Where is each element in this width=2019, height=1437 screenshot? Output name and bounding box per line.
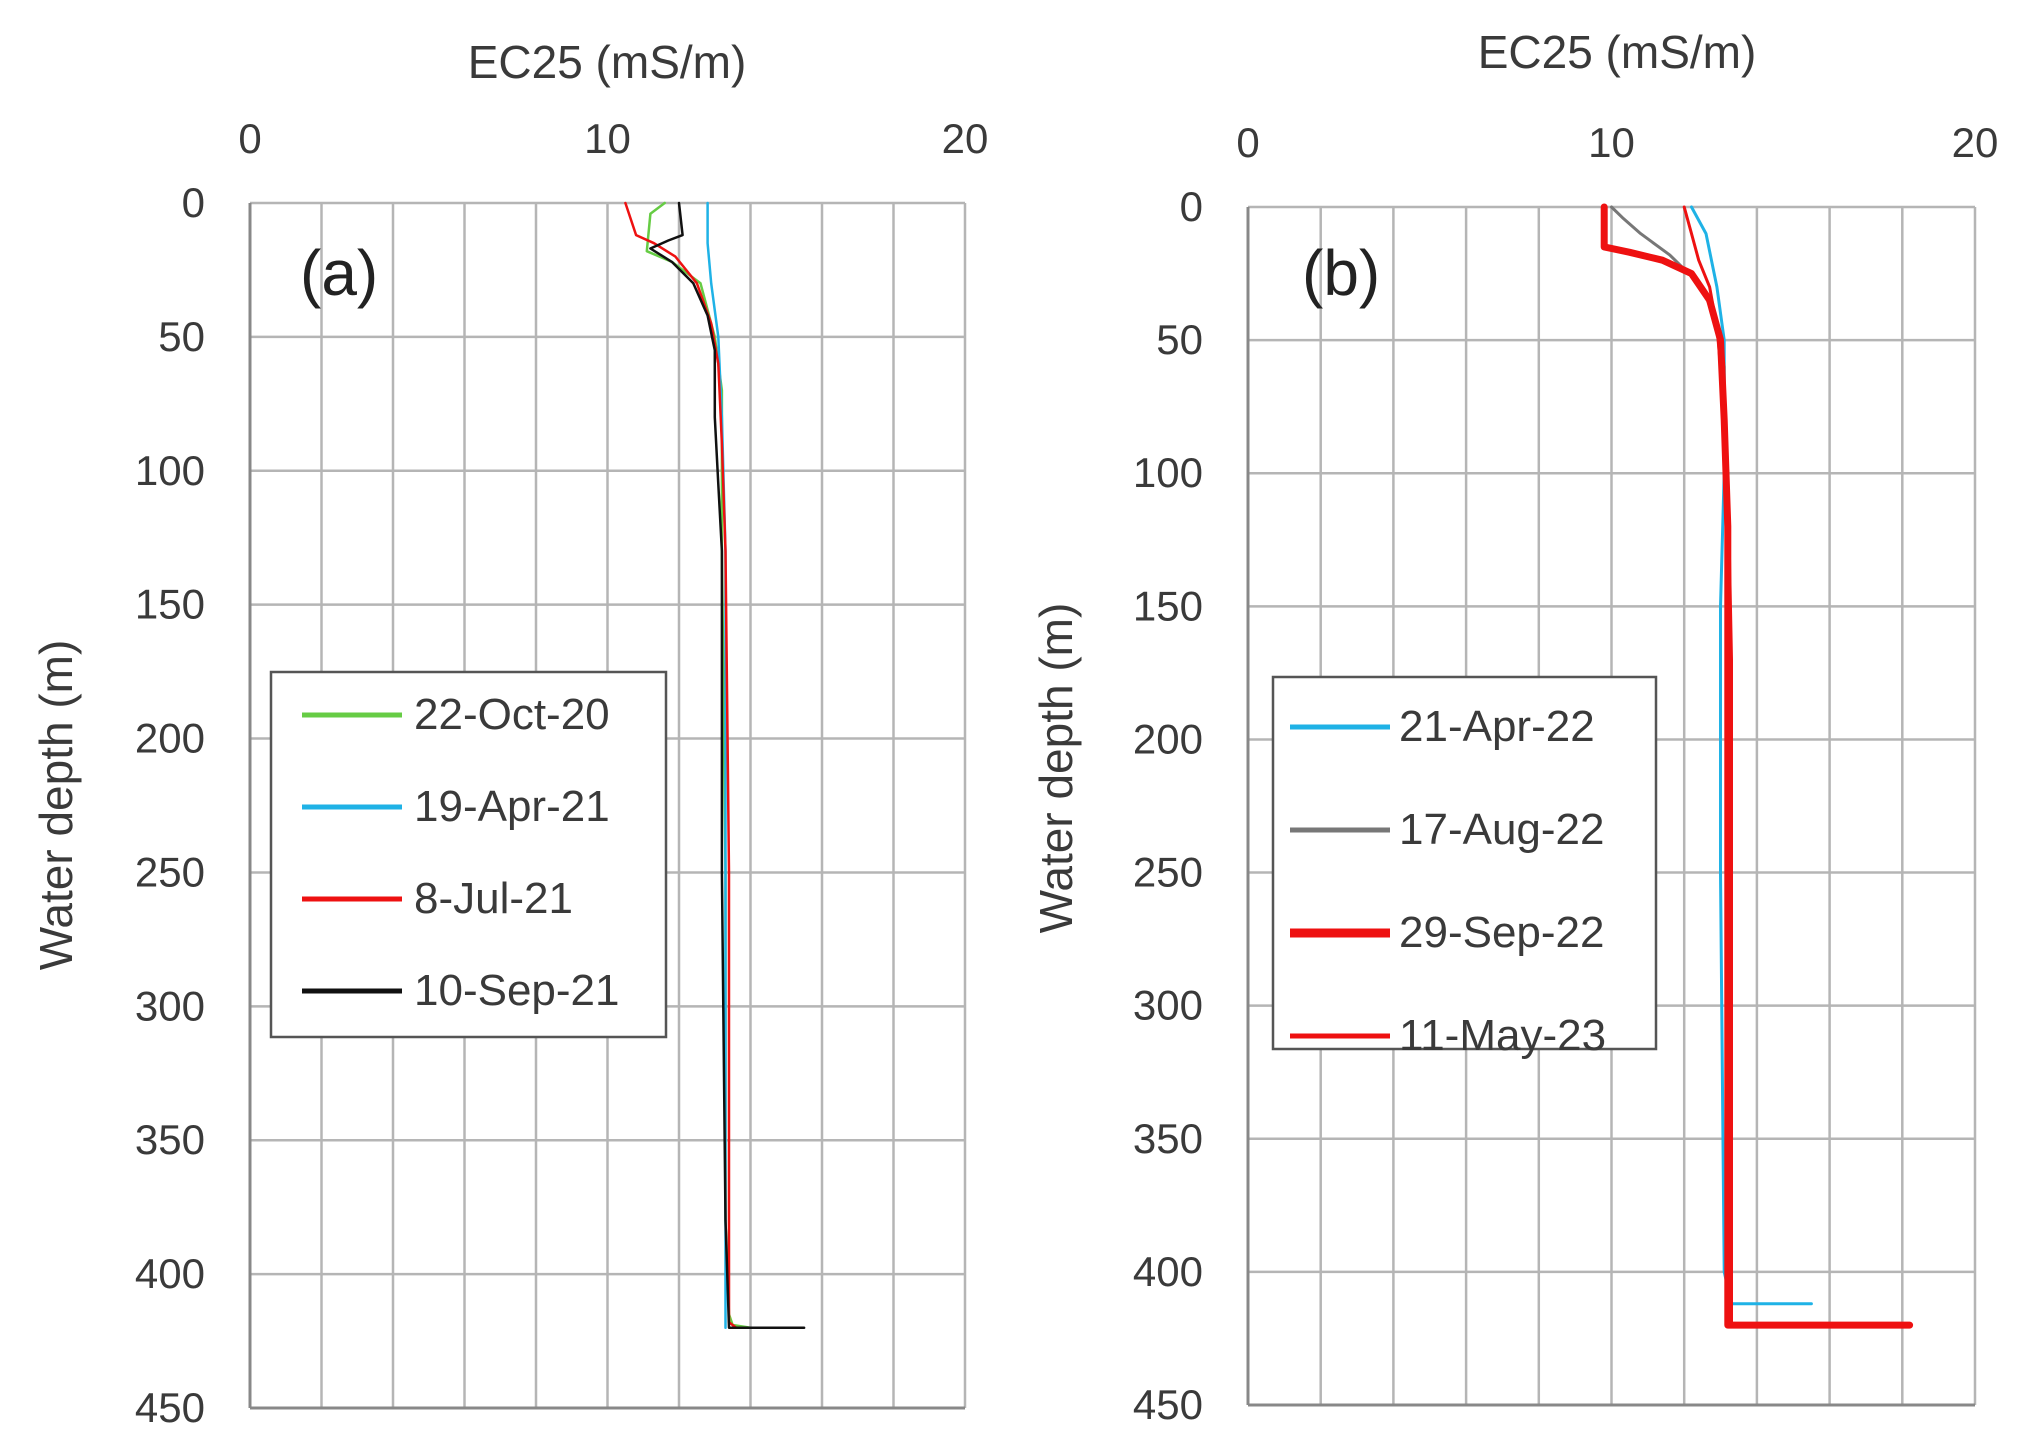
panel-label: (b) <box>1302 237 1380 309</box>
legend-entry: 29-Sep-22 <box>1399 908 1604 957</box>
y-tick-label: 0 <box>1180 183 1203 230</box>
panel-label: (a) <box>300 237 378 309</box>
y-tick-label: 250 <box>135 848 205 895</box>
y-tick-label: 450 <box>1133 1381 1203 1428</box>
y-tick-label: 100 <box>1133 449 1203 496</box>
y-tick-label: 50 <box>158 313 205 360</box>
x-axis-title: EC25 (mS/m) <box>1478 26 1757 78</box>
legend-entry: 11-May-23 <box>1399 1011 1606 1060</box>
legend-entry: 19-Apr-21 <box>414 782 610 831</box>
y-tick-label: 350 <box>135 1116 205 1163</box>
x-tick-label: 0 <box>1236 119 1259 166</box>
y-tick-label: 400 <box>135 1250 205 1297</box>
y-tick-label: 0 <box>182 179 205 226</box>
legend-box <box>1271 675 1658 1051</box>
legend-entry: 8-Jul-21 <box>414 874 573 923</box>
series-line-10-Sep-21 <box>649 201 806 1329</box>
x-tick-label: 10 <box>584 115 631 162</box>
x-tick-label: 0 <box>238 115 261 162</box>
x-tick-label: 20 <box>1952 119 1999 166</box>
legend-entry: 21-Apr-22 <box>1399 702 1595 751</box>
y-tick-label: 400 <box>1133 1248 1203 1295</box>
y-tick-label: 200 <box>1133 715 1203 762</box>
y-tick-label: 200 <box>135 715 205 762</box>
y-axis-title: Water depth (m) <box>30 640 82 971</box>
series-lines <box>624 201 806 1329</box>
y-axis-title: Water depth (m) <box>1030 603 1082 934</box>
x-tick-label: 10 <box>1588 119 1635 166</box>
legend: 22-Oct-20 19-Apr-21 8-Jul-21 10-Sep-21 <box>269 670 668 1039</box>
y-tick-label: 50 <box>1156 316 1203 363</box>
y-tick-label: 150 <box>135 581 205 628</box>
legend: 21-Apr-22 17-Aug-22 29-Sep-22 11-May-23 <box>1271 675 1658 1060</box>
x-tick-label: 20 <box>942 115 989 162</box>
y-tick-label: 100 <box>135 447 205 494</box>
legend-entry: 22-Oct-20 <box>414 690 610 739</box>
y-tick-label: 300 <box>135 982 205 1029</box>
legend-box <box>269 670 668 1039</box>
series-line-11-May-23 <box>1682 205 1733 1327</box>
y-tick-label: 450 <box>135 1384 205 1431</box>
y-tick-label: 150 <box>1133 582 1203 629</box>
y-tick-label: 350 <box>1133 1115 1203 1162</box>
legend-entry: 10-Sep-21 <box>414 966 619 1015</box>
legend-entry: 17-Aug-22 <box>1399 805 1604 854</box>
x-axis-title: EC25 (mS/m) <box>468 36 747 88</box>
y-tick-label: 300 <box>1133 982 1203 1029</box>
y-tick-label: 250 <box>1133 849 1203 896</box>
series-lines <box>1600 203 1914 1329</box>
